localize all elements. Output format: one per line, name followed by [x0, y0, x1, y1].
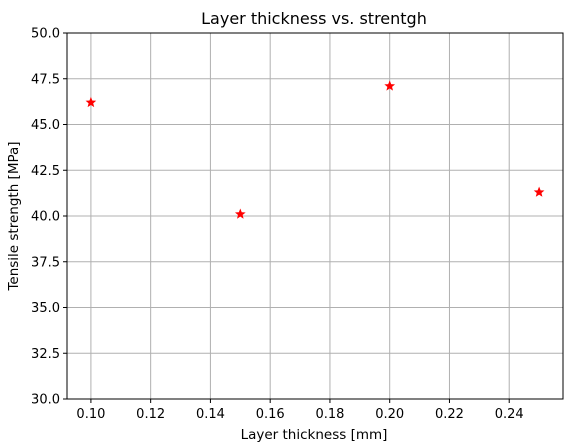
data-point-star: [533, 186, 545, 197]
x-tick-label: 0.18: [315, 407, 344, 422]
y-tick-label: 37.5: [31, 255, 60, 270]
y-tick-label: 50.0: [31, 27, 60, 42]
data-points: [85, 80, 545, 219]
y-tick-label: 40.0: [31, 210, 60, 225]
data-point-star: [85, 96, 97, 108]
data-point-star: [384, 80, 396, 91]
x-axis-label: Layer thickness [mm]: [241, 427, 388, 443]
y-tick-label: 32.5: [31, 347, 60, 362]
y-tick-label: 30.0: [31, 393, 60, 408]
y-tick-label: 42.5: [31, 164, 60, 179]
y-tick-label: 35.0: [31, 301, 60, 316]
x-tick-label: 0.10: [76, 407, 105, 422]
grid-lines: [67, 32, 563, 400]
y-tick-label: 45.0: [31, 118, 60, 133]
x-tick-label: 0.24: [495, 407, 524, 422]
data-point-star: [234, 208, 246, 219]
plot-frame: [66, 32, 564, 400]
chart-title: Layer thickness vs. strentgh: [201, 9, 427, 28]
axis-ticks: 0.10 0.12 0.14 0.16 0.18 0.20 0.22 0.24 30.0 32.5…: [31, 27, 524, 423]
y-tick-label: 47.5: [31, 72, 60, 87]
x-tick-label: 0.20: [375, 407, 404, 422]
x-tick-label: 0.14: [196, 407, 225, 422]
x-tick-label: 0.22: [435, 407, 464, 422]
x-tick-label: 0.16: [256, 407, 285, 422]
x-tick-label: 0.12: [136, 407, 165, 422]
y-axis-label: Tensile strength [MPa]: [6, 141, 22, 291]
